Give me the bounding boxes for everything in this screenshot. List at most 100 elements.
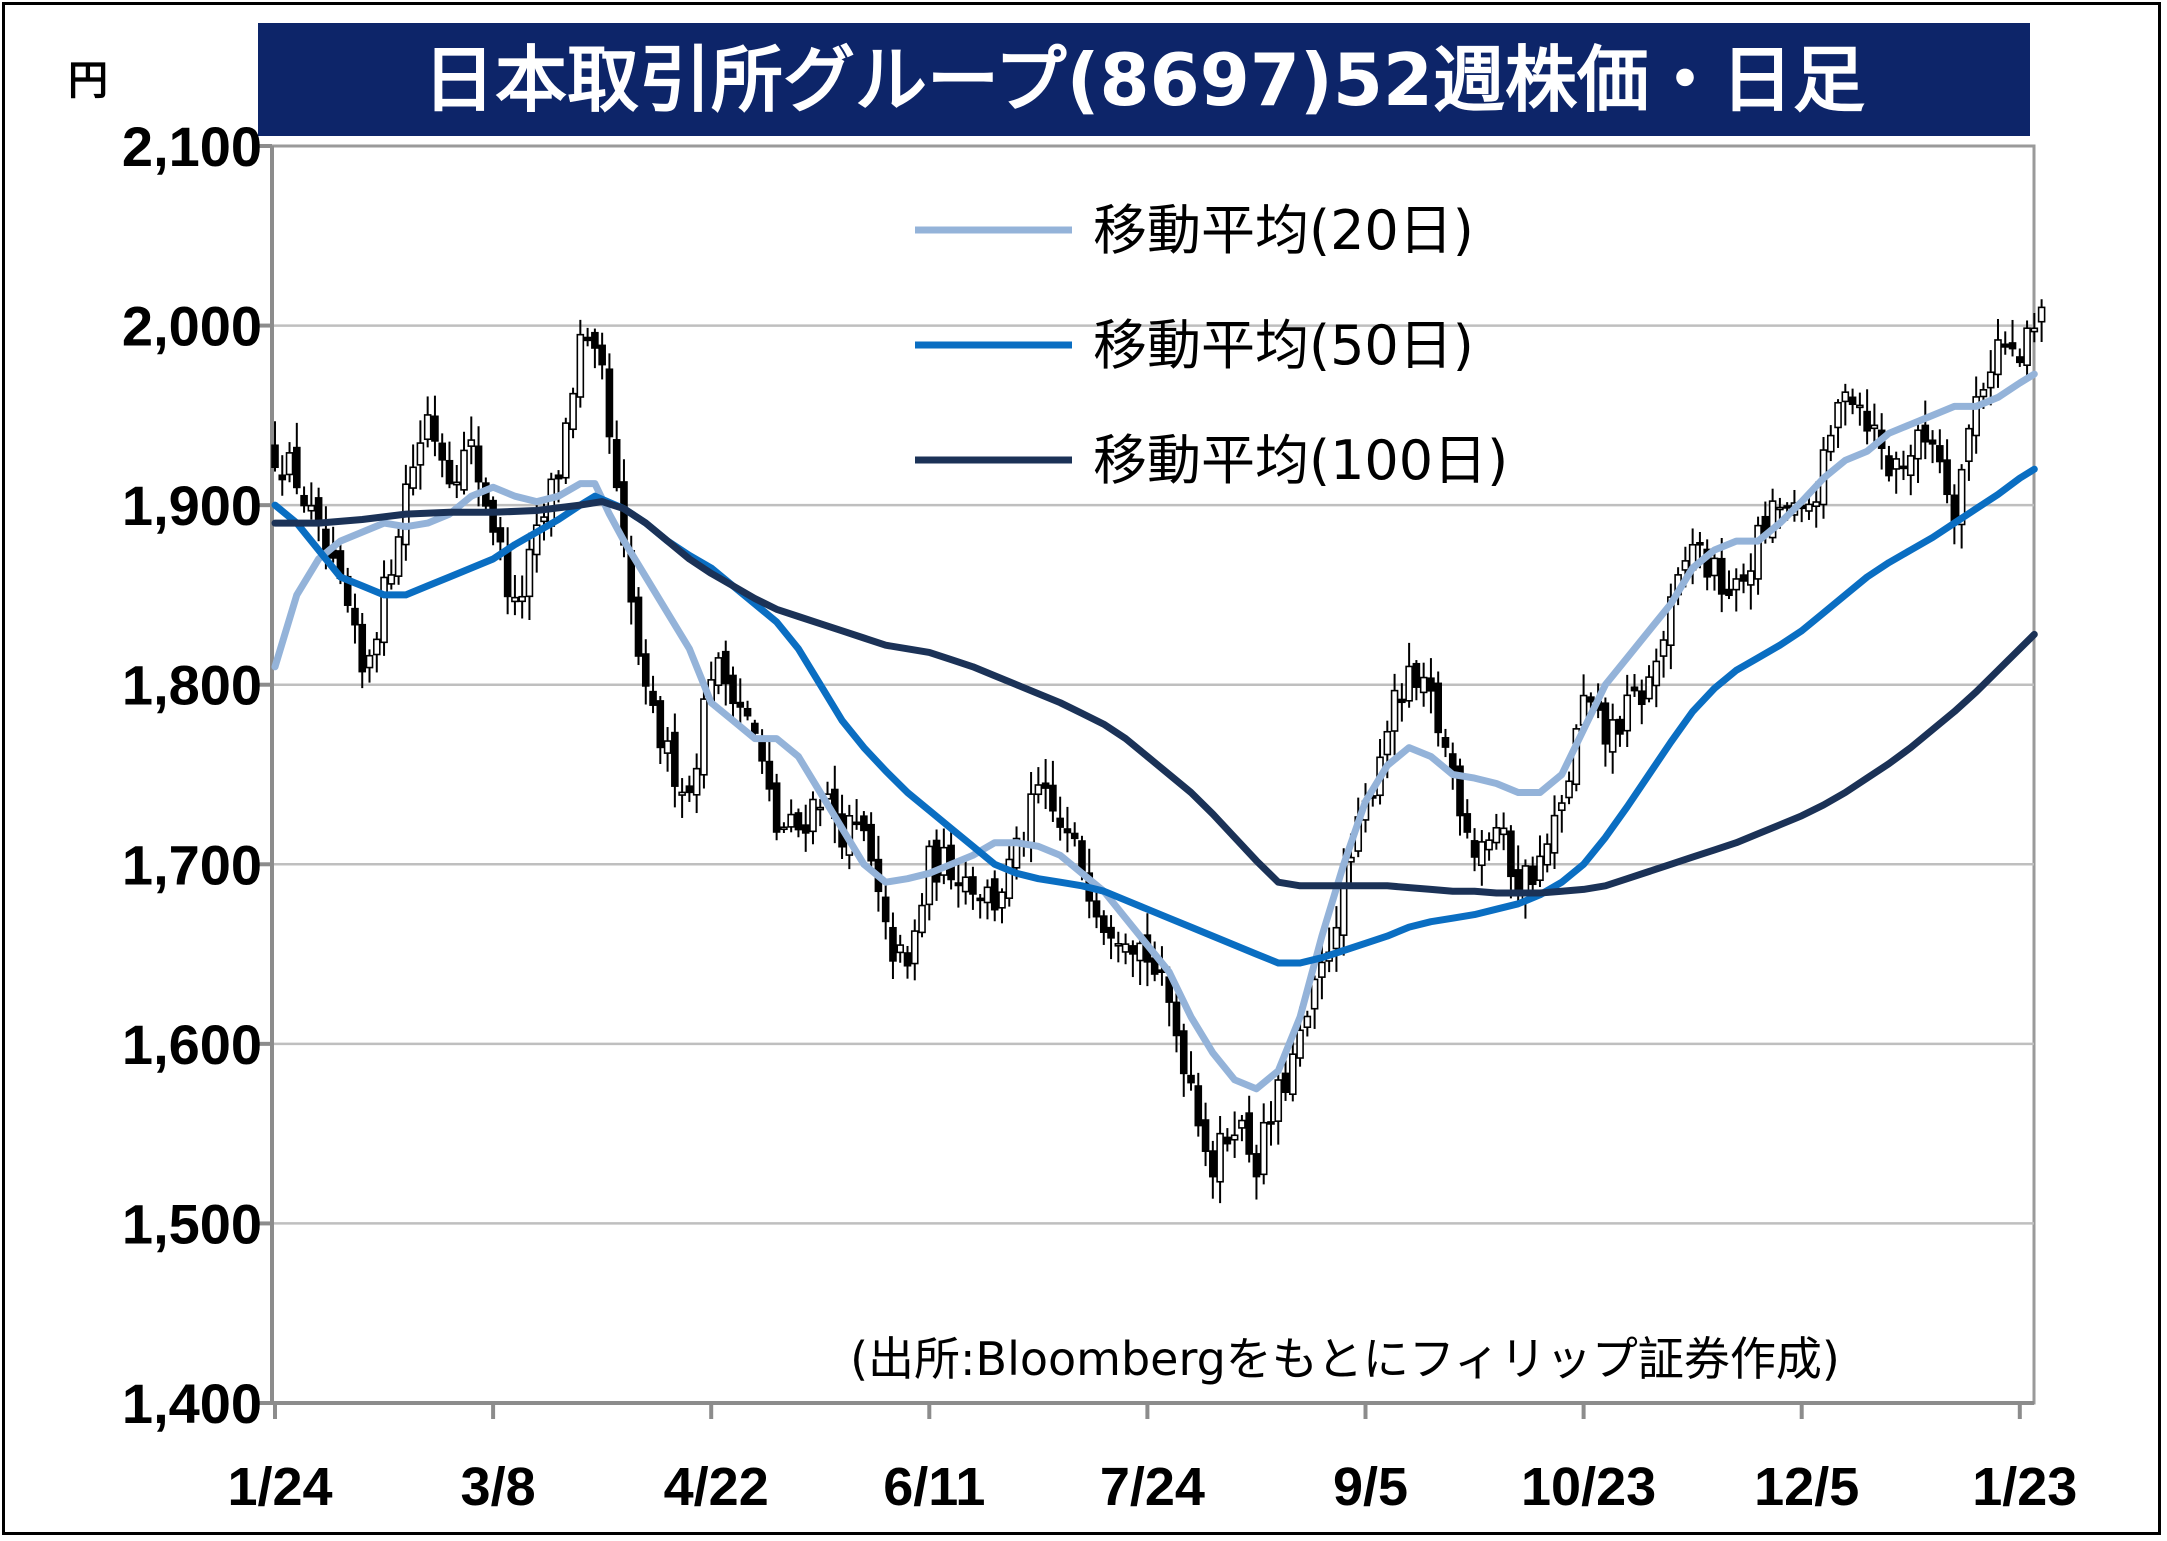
candle-body-down [903,952,912,967]
candle-body-up [714,657,723,687]
candle-body-up [460,449,468,491]
candle [1041,759,1050,810]
candle [1478,830,1486,886]
x-tick-label: 1/23 [1972,1457,2077,1517]
x-tick-label: 12/5 [1754,1457,1859,1517]
candle-body-down [736,701,745,708]
candle [612,420,621,492]
candle-body-up [1659,639,1668,657]
candle-body-down [1848,396,1857,406]
candle [663,727,672,772]
candle-body-up [1543,843,1552,866]
candle-body-up [983,886,992,904]
candle [583,327,592,347]
y-tick-label: 1,800 [122,654,262,717]
candle-body-up [307,504,316,512]
candle-body-up [1005,858,1014,899]
candle-body-up [1405,665,1413,702]
y-tick-label: 1,500 [122,1192,262,1255]
candle [1637,679,1646,725]
candle-body-down [1063,828,1072,834]
candle [1441,728,1450,758]
candle [1965,424,1973,481]
candle-body-up [540,516,548,523]
candle [1659,630,1668,678]
candle-body-up [1914,429,1922,460]
candle [1703,539,1711,591]
candle [1768,488,1777,543]
candle-body-up [1390,689,1399,732]
candle-body-up [1296,1029,1304,1059]
candle [867,812,875,874]
candle [518,575,526,619]
candle-body-up [1419,676,1428,694]
candle-body-down [1703,548,1711,578]
candle-body-up [1310,978,1319,1010]
candle-body-up [1121,943,1130,953]
candle-body-down [772,782,781,833]
candle-body-up [2037,306,2046,323]
candle-body-up [1608,719,1617,753]
candle [1834,399,1842,448]
candle [561,417,570,485]
candle-body-down [293,446,301,489]
candle [1630,674,1639,697]
candle-body-down [1456,765,1464,817]
candle [1645,665,1653,703]
candle [1899,450,1908,481]
candle [569,387,577,439]
candle-body-up [365,654,374,669]
chart-title: 日本取引所グループ(8697)52週株価・日足 [423,38,1865,122]
candle-body-up [780,826,788,831]
candle-body-up [1841,391,1850,403]
candle [1092,892,1101,929]
candle [910,919,919,981]
candle [1121,933,1130,965]
candle-body-up [1667,596,1675,646]
candle [380,560,388,656]
candle-body-up [1274,1079,1283,1122]
candle [1114,931,1123,963]
candle-body-up [1965,427,1973,463]
candle-body-down [1129,945,1137,955]
candle [700,680,708,789]
candle [1419,662,1428,707]
candle-body-down [634,596,643,657]
candle [387,559,396,590]
candle-body-down [1587,696,1595,703]
candle [1972,376,1980,454]
candle [1179,1023,1188,1097]
candle [852,799,861,830]
candle [1267,1101,1275,1146]
candle-body-up [896,944,905,954]
candle-body-down [612,439,621,489]
candle [1557,794,1566,833]
candle-body-up [1318,961,1326,978]
axes [270,146,2034,1405]
candle [409,444,417,496]
candle [1536,835,1544,888]
candle [532,505,541,573]
candle [787,799,795,833]
candle-body-down [496,527,505,543]
candle-body-up [1856,404,1864,409]
candle-body-up [423,414,432,441]
candle [416,420,425,490]
candle-body-down [278,474,287,481]
candle [1434,671,1442,747]
candle-body-down [1427,677,1435,692]
candle [1201,1102,1210,1167]
candle-body-up [1645,676,1653,700]
candle-body-down [358,623,367,673]
candle-body-down [765,760,774,790]
candle [1289,1039,1297,1102]
x-tick-label: 7/24 [1100,1457,1205,1517]
candle [1172,991,1181,1053]
candle-body-up [1732,578,1741,591]
candle-body-up [416,442,425,466]
candle-body-down [2001,343,2010,348]
candle-body-down [1092,900,1101,918]
candle [1652,648,1661,708]
candle [1485,832,1493,861]
candle [576,319,585,408]
